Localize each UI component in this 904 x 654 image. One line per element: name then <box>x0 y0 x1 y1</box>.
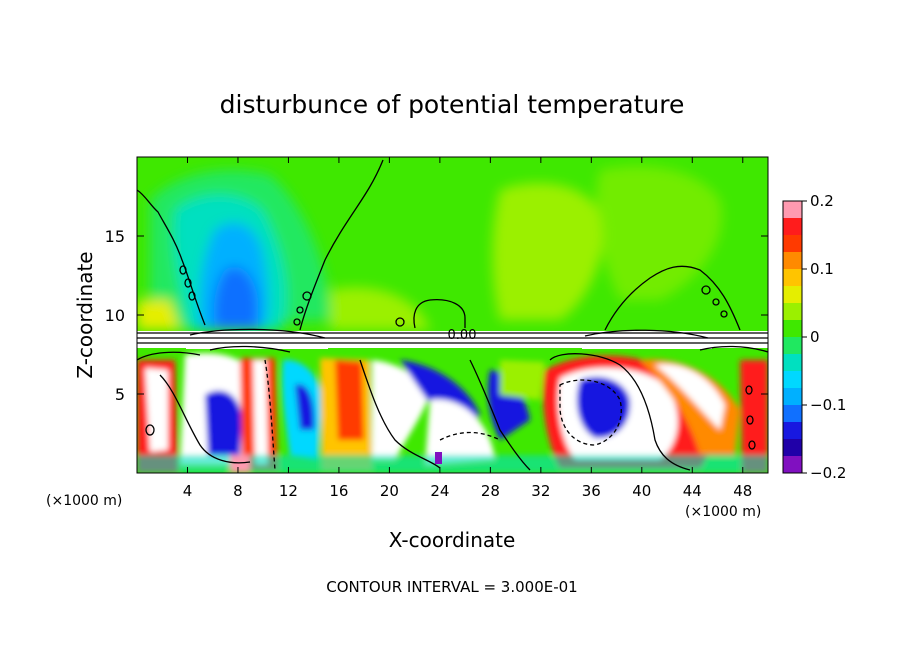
x-tick-label: 28 <box>481 482 500 500</box>
contour-interval-note: CONTOUR INTERVAL = 3.000E-01 <box>326 578 577 596</box>
colorbar-segment <box>783 456 802 474</box>
x-tick-label: 48 <box>733 482 752 500</box>
y-tick-label: 15 <box>105 227 125 246</box>
colorbar-segment <box>783 371 802 389</box>
colorbar-ticks: 0.2 0.1 0 −0.1 −0.2 <box>802 192 846 482</box>
x-tick-label: 16 <box>329 482 348 500</box>
plot-area: 0.00 <box>137 157 768 473</box>
x-tick-label: 8 <box>233 482 243 500</box>
colorbar-segment <box>783 439 802 457</box>
contour-label: 0.00 <box>448 328 477 343</box>
colorbar-segment <box>783 218 802 236</box>
x-tick-label: 36 <box>582 482 601 500</box>
colorbar <box>782 200 803 474</box>
colorbar-tick-label: 0.1 <box>810 260 834 278</box>
x-tick-label: 4 <box>183 482 193 500</box>
chart-title: disturbunce of potential temperature <box>220 90 685 119</box>
x-axis-label: X-coordinate <box>389 528 516 552</box>
colorbar-segment <box>783 388 802 406</box>
colorbar-segment <box>783 320 802 338</box>
colorbar-segment <box>783 303 802 321</box>
x-tick-label: 12 <box>279 482 298 500</box>
colorbar-segment <box>783 201 802 219</box>
x-unit-right: (×1000 m) <box>685 504 761 520</box>
colorbar-segment <box>783 337 802 355</box>
lower-field <box>137 353 768 473</box>
y-tick-label: 5 <box>115 385 125 404</box>
colorbar-tick-label: −0.2 <box>810 464 846 482</box>
colorbar-segment <box>783 422 802 440</box>
x-tick-label: 32 <box>531 482 550 500</box>
x-unit-left: (×1000 m) <box>46 493 122 509</box>
colorbar-segment <box>783 286 802 304</box>
colorbar-segment <box>783 269 802 287</box>
x-tick-label: 20 <box>380 482 399 500</box>
colorbar-segment <box>783 405 802 423</box>
y-axis-label: Z-coordinate <box>73 251 97 378</box>
y-tick-label: 10 <box>105 306 125 325</box>
colorbar-tick-label: 0.2 <box>810 192 834 210</box>
x-tick-label: 44 <box>683 482 702 500</box>
contour-lines <box>137 159 768 471</box>
colorbar-segment <box>783 354 802 372</box>
colorbar-tick-label: 0 <box>810 328 820 346</box>
colorbar-segment <box>783 252 802 270</box>
x-axis-ticks: 4 8 12 16 20 24 28 32 36 40 44 48 <box>183 157 752 500</box>
colorbar-tick-label: −0.1 <box>810 396 846 414</box>
y-axis-ticks: 5 10 15 <box>105 227 768 404</box>
x-tick-label: 40 <box>632 482 651 500</box>
colorbar-segment <box>783 235 802 253</box>
x-tick-label: 24 <box>430 482 449 500</box>
